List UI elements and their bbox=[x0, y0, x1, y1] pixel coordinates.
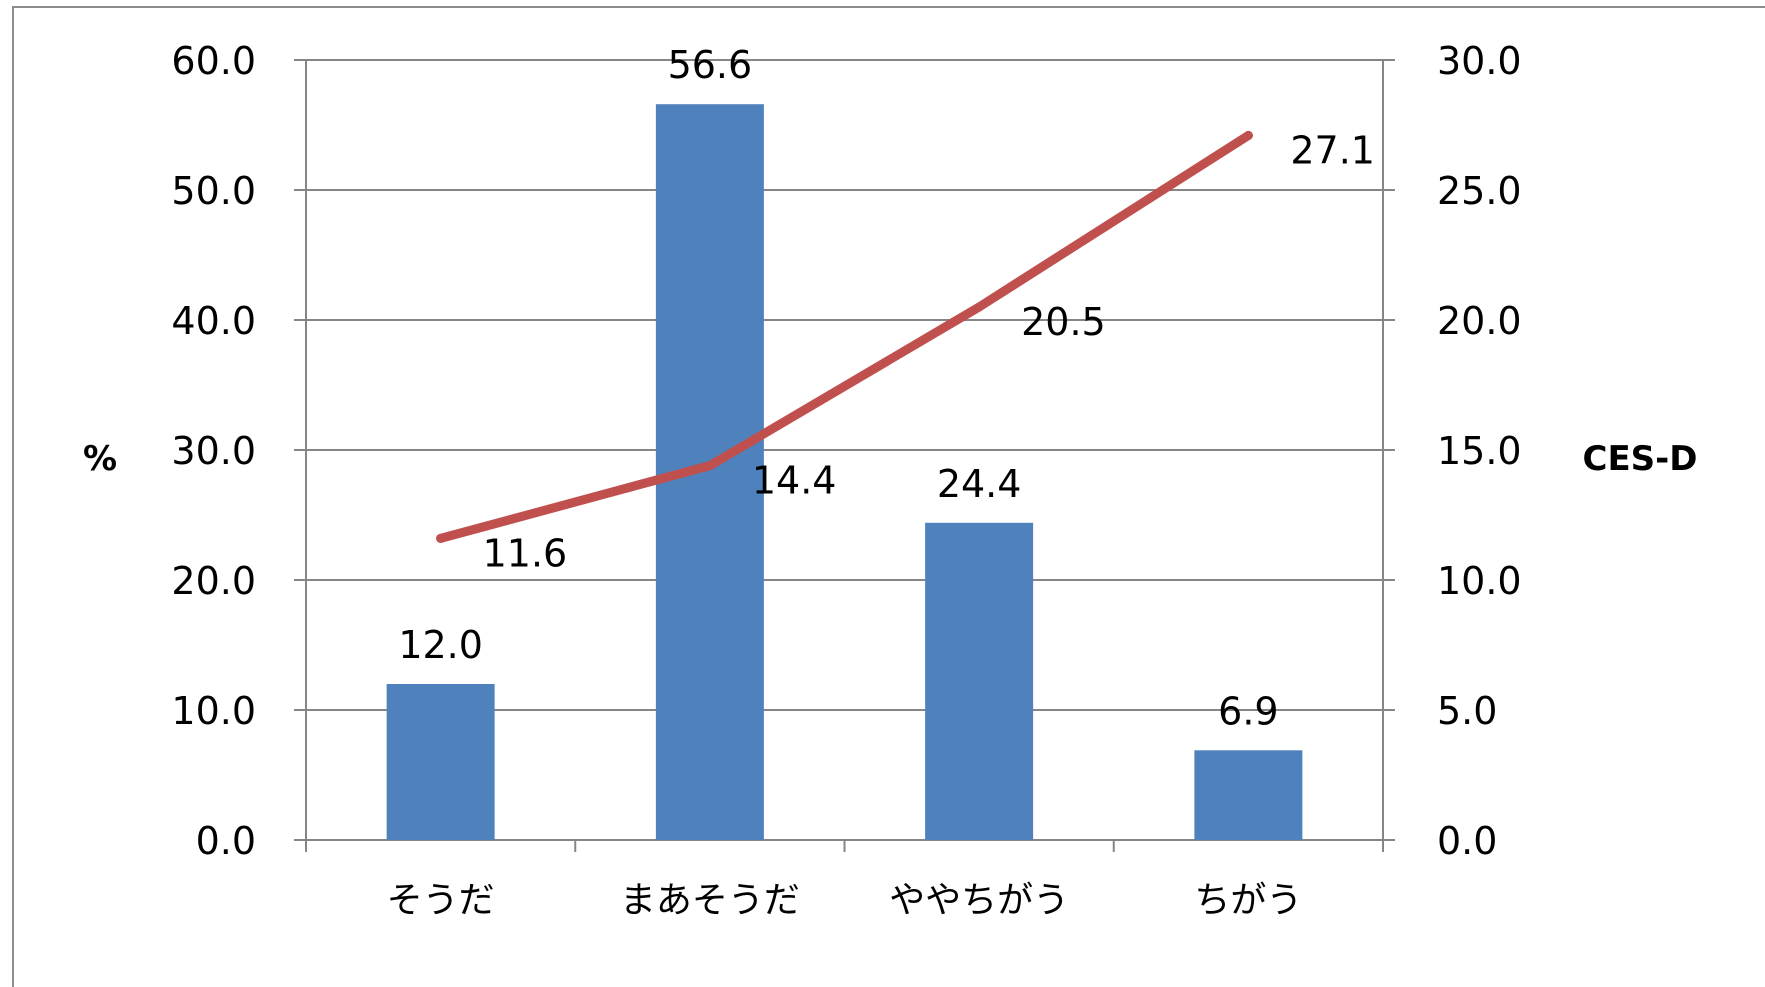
category-label: ちがう bbox=[1194, 880, 1302, 921]
line-point-1 bbox=[705, 461, 715, 471]
y-tick-label: 40.0 bbox=[171, 299, 256, 343]
y2-axis-title: CES-D bbox=[1583, 439, 1698, 479]
y2-tick-label: 5.0 bbox=[1437, 689, 1497, 733]
y-tick-label: 20.0 bbox=[171, 559, 256, 603]
y2-tick-label: 15.0 bbox=[1437, 429, 1522, 473]
line-point-2 bbox=[974, 302, 984, 312]
y2-tick-label: 0.0 bbox=[1437, 819, 1497, 863]
line-data-label: 27.1 bbox=[1290, 128, 1375, 172]
y-tick-label: 60.0 bbox=[171, 39, 256, 83]
bar-data-label: 12.0 bbox=[398, 623, 483, 667]
line-data-label: 20.5 bbox=[1021, 300, 1106, 344]
line-data-label: 11.6 bbox=[483, 531, 568, 575]
y-axis-title: % bbox=[83, 439, 117, 479]
y2-tick-label: 20.0 bbox=[1437, 299, 1522, 343]
bar-2 bbox=[925, 522, 1034, 840]
line-point-3 bbox=[1243, 130, 1253, 140]
y-tick-label: 30.0 bbox=[171, 429, 256, 473]
bar-0 bbox=[386, 684, 495, 840]
bar-data-label: 6.9 bbox=[1218, 689, 1278, 733]
y-tick-label: 0.0 bbox=[196, 819, 256, 863]
y2-tick-label: 10.0 bbox=[1437, 559, 1522, 603]
y-tick-label: 10.0 bbox=[171, 689, 256, 733]
bar-data-label: 56.6 bbox=[668, 43, 753, 87]
line-data-label: 14.4 bbox=[752, 459, 837, 503]
y2-tick-label: 25.0 bbox=[1437, 169, 1522, 213]
y2-tick-label: 30.0 bbox=[1437, 39, 1522, 83]
line-point-0 bbox=[436, 533, 446, 543]
bar-data-label: 24.4 bbox=[937, 462, 1022, 506]
y-tick-label: 50.0 bbox=[171, 169, 256, 213]
line-series bbox=[436, 130, 1253, 543]
category-label: まあそうだ bbox=[620, 880, 800, 921]
bar-3 bbox=[1194, 750, 1303, 840]
chart-frame bbox=[12, 6, 1765, 987]
category-label: ややちがう bbox=[889, 880, 1069, 921]
category-label: そうだ bbox=[387, 880, 495, 921]
